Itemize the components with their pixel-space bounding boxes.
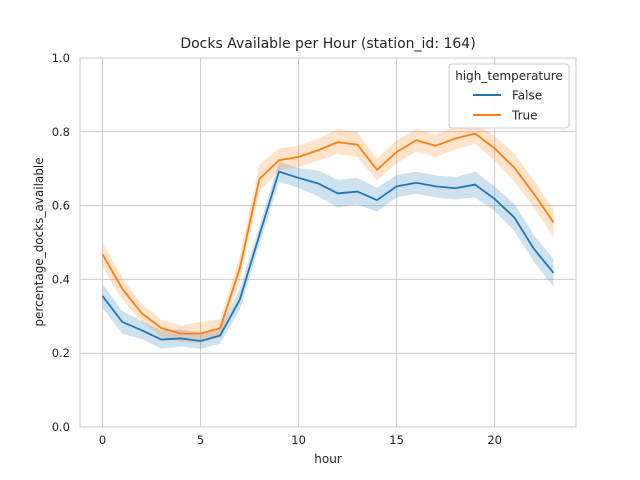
ci-band-true: [102, 122, 554, 343]
y-tick-label: 0.4: [52, 272, 70, 286]
x-tick-label: 15: [389, 433, 404, 447]
legend-box: [448, 63, 570, 129]
legend-label-false: False: [512, 89, 542, 103]
y-tick-label: 1.0: [52, 51, 70, 65]
x-tick-label: 10: [291, 433, 306, 447]
confidence-bands: [102, 122, 554, 349]
gridlines: [80, 57, 576, 428]
x-axis-label: hour: [314, 452, 342, 466]
x-tick-label: 5: [197, 433, 204, 447]
legend-title: high_temperature: [455, 69, 563, 83]
legend: high_temperature False True: [448, 63, 570, 129]
tick-labels: 0 5 10 15 20 0.0 0.2 0.4 0.6 0.8 1.0: [52, 51, 502, 447]
chart-title: Docks Available per Hour (station_id: 16…: [180, 36, 475, 52]
y-tick-label: 0.0: [52, 420, 70, 434]
series-line-false: [101, 170, 555, 342]
series-line-true: [101, 132, 555, 335]
y-tick-label: 0.2: [52, 346, 70, 360]
ci-band-false: [102, 162, 554, 349]
legend-label-true: True: [511, 109, 538, 123]
series-lines: [101, 132, 555, 342]
y-tick-label: 0.8: [52, 125, 70, 139]
x-tick-label: 20: [487, 433, 502, 447]
x-tick-label: 0: [99, 433, 106, 447]
y-axis-label: percentage_docks_available: [32, 157, 46, 326]
y-tick-label: 0.6: [52, 199, 70, 213]
